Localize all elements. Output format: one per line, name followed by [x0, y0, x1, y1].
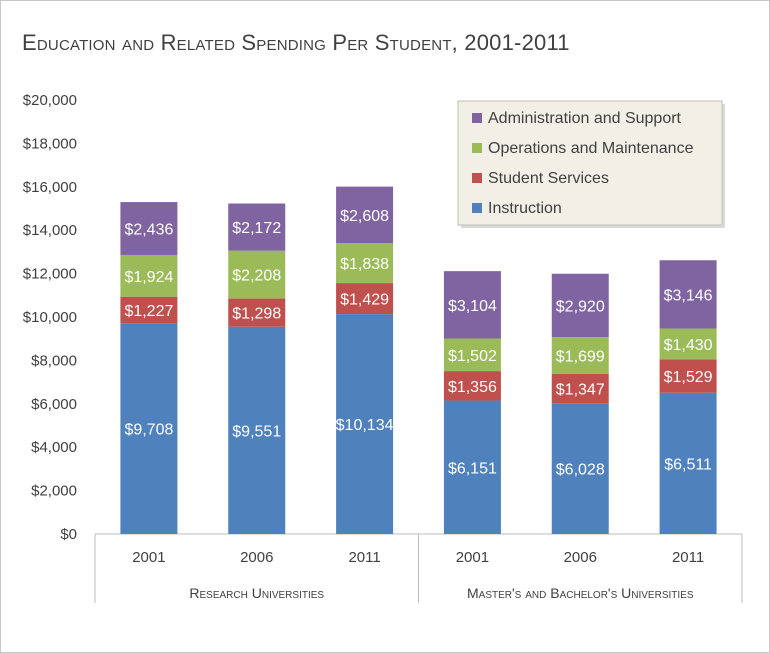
y-tick-label: $12,000: [23, 266, 77, 283]
y-tick-label: $8,000: [31, 352, 77, 369]
y-tick-label: $14,000: [23, 222, 77, 239]
bar-segment: [120, 202, 178, 255]
data-label: $6,028: [556, 462, 605, 479]
bar-segment: [551, 337, 609, 374]
legend: Administration and Support Operations and…: [457, 100, 725, 228]
bar-segment: [228, 250, 286, 299]
data-label: $2,608: [340, 208, 389, 225]
legend-entry: Operations and Maintenance: [488, 140, 694, 157]
bar-segment: [443, 400, 501, 534]
bar-segment: [336, 283, 394, 315]
bar-segment: [120, 254, 178, 297]
group-label: Master's and Bachelor's Universities: [467, 585, 694, 601]
data-label: $3,146: [664, 287, 713, 304]
bar-segment: [659, 328, 717, 360]
legend-entry: Administration and Support: [488, 110, 682, 127]
axes: $0 $2,000 $4,000 $6,000 $8,000 $10,000 $12,000…: [23, 92, 743, 603]
bar-segment: [443, 271, 501, 339]
bar-segment: [228, 326, 286, 534]
y-tick-label: $2,000: [31, 483, 77, 500]
y-tick-label: $0: [60, 526, 77, 543]
data-label: $1,430: [664, 337, 713, 354]
bar-segment: [443, 338, 501, 372]
x-tick-label: 2006: [240, 549, 273, 566]
bar-segment: [551, 373, 609, 404]
data-label: $1,838: [340, 256, 389, 273]
data-label: $1,924: [124, 269, 173, 286]
data-label: $2,172: [232, 220, 281, 237]
data-label: $1,298: [232, 306, 281, 323]
bar-segment: [228, 298, 286, 327]
y-tick-label: $20,000: [23, 92, 77, 109]
data-label: $9,551: [232, 423, 281, 440]
data-label: $2,436: [124, 222, 173, 239]
legend-entry: Student Services: [488, 170, 609, 187]
data-label: $1,502: [448, 348, 497, 365]
data-label: $6,151: [448, 460, 497, 477]
data-label: $10,134: [336, 417, 394, 434]
x-tick-label: 2001: [132, 549, 165, 566]
data-label: $9,708: [124, 422, 173, 439]
y-tick-label: $18,000: [23, 135, 77, 152]
legend-swatch: [472, 203, 482, 213]
x-tick-label: 2011: [348, 549, 380, 566]
bar-segment: [659, 359, 717, 393]
bar-segment: [659, 260, 717, 329]
bar-segment: [659, 392, 717, 534]
data-label: $1,699: [556, 349, 605, 366]
legend-swatch: [472, 113, 482, 123]
group-label: Research Universities: [189, 585, 324, 601]
y-tick-label: $6,000: [31, 396, 77, 413]
data-label: $1,356: [448, 379, 497, 396]
legend-swatch: [472, 173, 482, 183]
data-label: $3,104: [448, 298, 497, 315]
data-label: $1,227: [124, 303, 173, 320]
bar-segment: [120, 323, 178, 534]
data-label: $2,208: [232, 268, 281, 285]
chart-title: Education and Related Spending Per Stude…: [22, 30, 570, 55]
x-tick-label: 2006: [564, 549, 597, 566]
x-tick-label: 2001: [456, 549, 489, 566]
data-label: $1,347: [556, 382, 605, 399]
bar-segment: [228, 203, 286, 251]
legend-swatch: [472, 143, 482, 153]
y-tick-label: $10,000: [23, 309, 77, 326]
bar-segment: [443, 371, 501, 401]
bar-segment: [551, 273, 609, 338]
bar-segment: [336, 186, 394, 244]
legend-entry: Instruction: [488, 200, 562, 217]
data-label: $6,511: [664, 456, 712, 473]
bar-segment: [120, 296, 178, 324]
legend-box: [457, 100, 723, 226]
y-tick-label: $16,000: [23, 179, 77, 196]
bar-segment: [336, 314, 394, 534]
bar-segment: [336, 243, 394, 284]
bars: $9,708 $1,227 $1,924 $2,436 $9,551 $1,298 $2,2…: [120, 186, 717, 534]
x-tick-label: 2011: [672, 549, 704, 566]
data-label: $1,429: [340, 292, 389, 309]
y-tick-label: $4,000: [31, 439, 77, 456]
data-label: $1,529: [664, 369, 713, 386]
data-label: $2,920: [556, 298, 605, 315]
bar-segment: [551, 403, 609, 534]
